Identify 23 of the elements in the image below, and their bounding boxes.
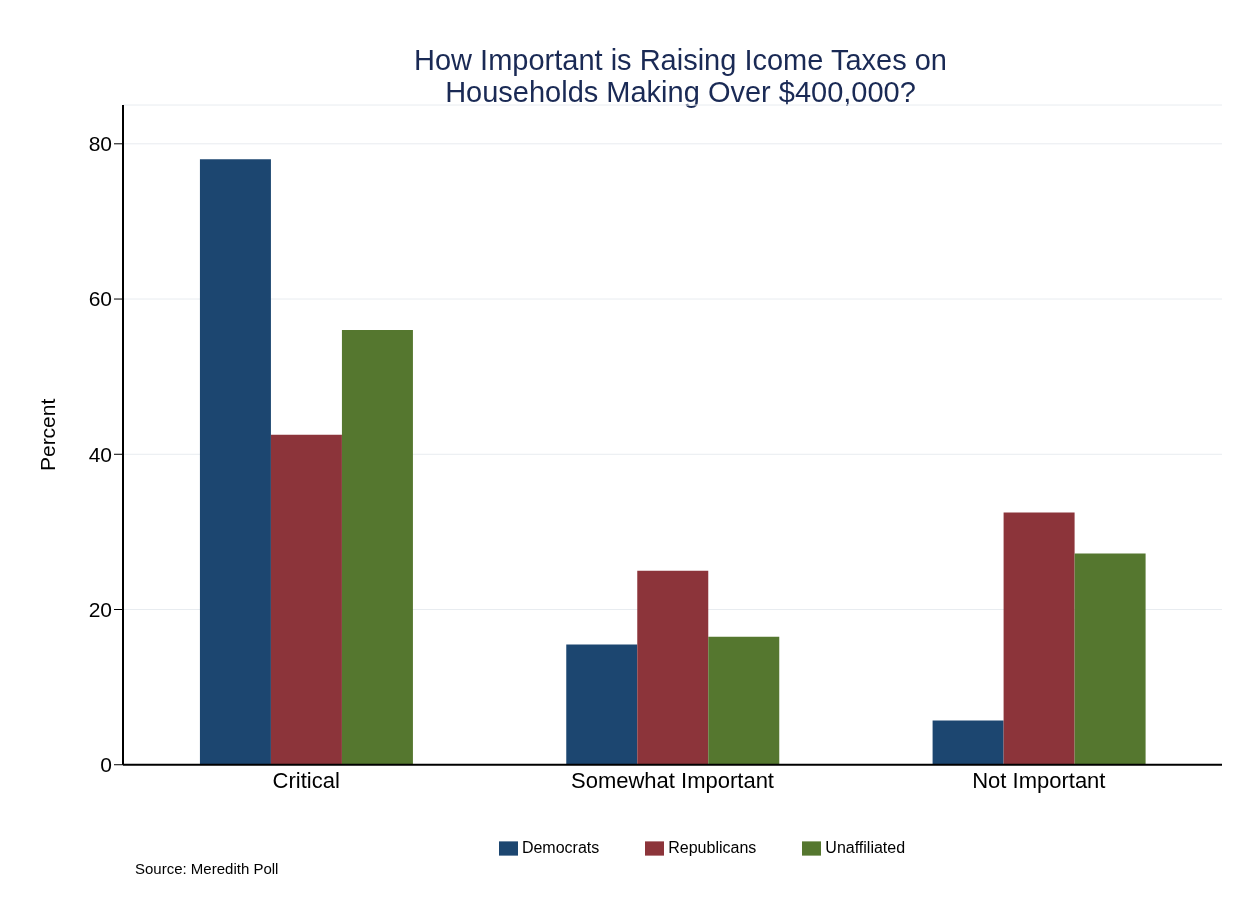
x-tick-label: Critical [272, 768, 340, 794]
legend-label: Unaffiliated [825, 838, 906, 856]
x-tick-label: Not Important [972, 768, 1106, 794]
bar [708, 636, 780, 765]
chart-title: How Important is Raising Icome Taxes on Households Making Over $400,000? [413, 44, 948, 108]
bar [1003, 512, 1075, 765]
source-note: Source: Meredith Poll [135, 860, 279, 877]
bar [1074, 553, 1146, 765]
legend-label: Democrats [521, 838, 600, 856]
y-tick-label: 40 [88, 442, 112, 466]
legend-label: Republicans [668, 838, 757, 856]
y-tick-label: 60 [88, 287, 112, 311]
bar [566, 644, 638, 765]
x-tick-label: Somewhat Important [571, 768, 774, 794]
bar [637, 570, 709, 765]
bar [199, 159, 271, 765]
y-tick-label: 80 [88, 132, 112, 156]
bar [932, 720, 1004, 765]
y-axis-title: Percent [36, 398, 60, 472]
y-tick-label: 0 [100, 753, 112, 777]
y-tick-label: 20 [88, 597, 112, 621]
bar [270, 434, 342, 765]
bar [341, 330, 413, 765]
